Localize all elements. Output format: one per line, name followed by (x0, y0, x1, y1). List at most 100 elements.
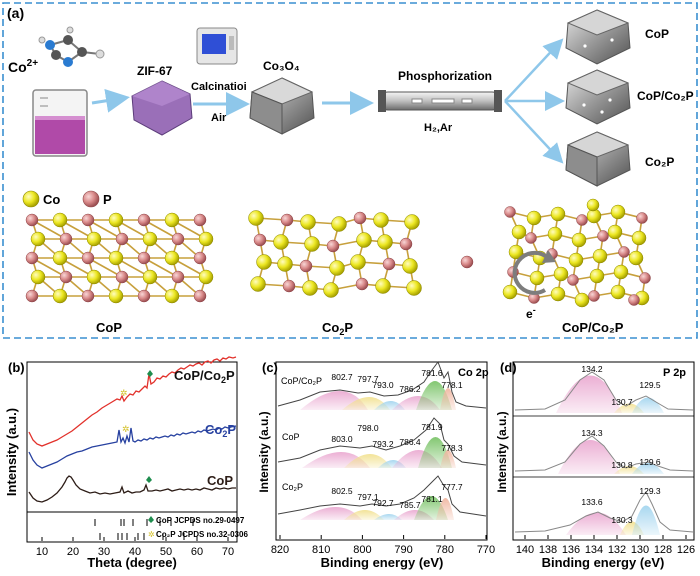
panel-a-frame (2, 2, 698, 339)
bond (143, 219, 179, 240)
xrd-tick-label: 10 (36, 546, 48, 558)
xrd-tick-label: 20 (67, 546, 79, 558)
co-atom-legend-icon (22, 190, 40, 208)
panel-b: (b) Intensity (a.u.) Theta (degree) 10 20… (4, 356, 248, 570)
p-atom (193, 289, 207, 303)
p-atom (636, 212, 648, 224)
zif-label: ZIF-67 (137, 64, 173, 78)
panel-a-label: (a) (7, 5, 24, 21)
co-atom (198, 269, 214, 285)
xrd-tick-label: 40 (129, 546, 141, 558)
p-atom (81, 213, 95, 227)
bond (31, 219, 67, 240)
bond (143, 257, 179, 278)
p-atom (25, 289, 39, 303)
product-hetero-label: CoP/Co₂P (637, 89, 694, 103)
reference-cop-label: CoP JCPDS no.29-0497 (156, 516, 245, 525)
co-atom (592, 248, 608, 264)
xps-co-cop-name: CoP (282, 432, 300, 442)
xps-co-tick-label: 810 (312, 544, 330, 556)
p-atom (81, 251, 95, 265)
co-atom (52, 288, 68, 304)
panel-c: (c) Co 2p Intensity (a.u.) Binding energ… (257, 360, 495, 570)
co-atom (30, 231, 46, 247)
co-atom (568, 252, 584, 268)
p-atom-legend-icon (82, 190, 100, 208)
co-atom (373, 212, 389, 228)
co-atom (250, 276, 266, 292)
bond (87, 257, 123, 278)
p-atom (137, 251, 151, 265)
co-atom (377, 234, 393, 250)
xrd-tick-label: 50 (160, 546, 172, 558)
panel-c-x-ticks: 820 810 800 790 780 770 (271, 535, 495, 556)
co-ion-label: Co2+ (8, 58, 38, 75)
co-atom (52, 250, 68, 266)
xps-peak-label: 134.3 (581, 428, 603, 438)
p-atom (525, 232, 537, 244)
p-atom (193, 213, 207, 227)
struct-co2p-label: Co2P (322, 320, 353, 337)
xrd-tick-label: 30 (98, 546, 110, 558)
arrow-icon (504, 38, 564, 102)
panel-c-label: (c) (262, 360, 278, 375)
xps-peak-label: 786.2 (399, 384, 421, 394)
xps-peak-label: 129.5 (639, 380, 661, 390)
panel-d-x-label: Binding energy (eV) (542, 555, 665, 570)
p-atom (115, 270, 129, 284)
p-atom (282, 279, 296, 293)
xps-co-hetero-name: CoP/Co₂P (281, 376, 322, 386)
xrd-series-hetero (28, 356, 237, 447)
co-atom (331, 216, 347, 232)
panel-b-plot-frame (26, 361, 238, 543)
reference-co2p-label: Co₂P JCPDS no.32-0306 (156, 530, 248, 539)
p-atom (59, 270, 73, 284)
p-atom (137, 213, 151, 227)
p-atom (81, 289, 95, 303)
co-atom (108, 288, 124, 304)
xps-p-tick-label: 134 (585, 544, 603, 556)
xps-co-tick-label: 780 (436, 544, 454, 556)
legend-p-label: P (103, 192, 112, 207)
co-atom (574, 292, 590, 308)
marker-icon: ✲ ✲ (120, 370, 153, 483)
xps-p-tick-label: 126 (677, 544, 695, 556)
xps-co-tick-label: 770 (477, 544, 495, 556)
panel-b-label: (b) (8, 360, 25, 375)
co-atom (553, 266, 569, 282)
co-atom (302, 280, 318, 296)
xps-peak-label: 793.0 (372, 380, 394, 390)
co2p-crystal-structure (248, 210, 422, 298)
arrow-icon (91, 88, 130, 113)
co-atom (86, 269, 102, 285)
xps-peak-label: 130.8 (611, 460, 633, 470)
series-co2p-label: Co2P (205, 422, 236, 439)
co-atom (404, 214, 420, 230)
reference-patterns (94, 519, 194, 540)
co-atom (164, 250, 180, 266)
co-atom (613, 264, 629, 280)
co-atom (610, 204, 626, 220)
co-atom (350, 254, 366, 270)
xps-peak-label: 802.5 (331, 486, 353, 496)
p-atom (115, 232, 129, 246)
co-atom (300, 214, 316, 230)
bond (87, 219, 123, 240)
co-atom (248, 210, 264, 226)
p-atom (355, 277, 369, 291)
hetero-crystal-structure (460, 198, 651, 308)
co-atom (198, 231, 214, 247)
panel-d-title: P 2p (663, 367, 686, 379)
co-atom (52, 212, 68, 228)
co-atom (508, 244, 524, 260)
cop-crystal-structure (25, 212, 214, 304)
co3o4-polyhedron (249, 77, 315, 135)
p-atom (504, 206, 516, 218)
xps-p-tick-label: 130 (631, 544, 649, 556)
xps-co-tick-label: 790 (394, 544, 412, 556)
panel-d: (d) P 2p Intensity (a.u.) Binding energy… (495, 360, 695, 570)
p-atom (193, 251, 207, 265)
panel-d-y-label: Intensity (a.u.) (495, 411, 509, 492)
p-atom (567, 274, 579, 286)
